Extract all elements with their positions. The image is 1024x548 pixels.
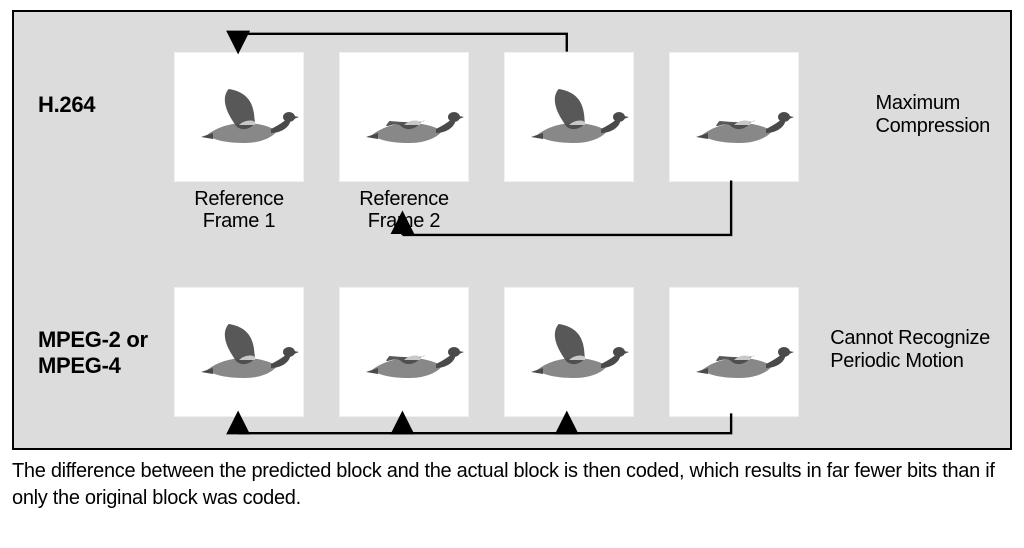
frame-col — [669, 287, 799, 417]
row-right-label-h264: MaximumCompression — [875, 92, 990, 138]
ref-frame-1 — [174, 52, 304, 182]
frame — [504, 52, 634, 182]
frame-col — [504, 52, 634, 232]
caption-below: The difference between the predicted blo… — [12, 458, 1012, 512]
frame-col — [339, 287, 469, 417]
frame — [669, 287, 799, 417]
frame — [504, 287, 634, 417]
frames-h264: ReferenceFrame 1 ReferenceFrame 2 — [174, 52, 799, 232]
ref-frame-2 — [339, 52, 469, 182]
frame-col — [174, 287, 304, 417]
row-h264: H.264 ReferenceFrame 1 ReferenceFrame 2 — [14, 52, 1010, 232]
frame — [174, 287, 304, 417]
frame-col — [669, 52, 799, 232]
frame-col: ReferenceFrame 2 — [339, 52, 469, 232]
diagram-box: H.264 ReferenceFrame 1 ReferenceFrame 2 … — [12, 10, 1012, 450]
row-label-h264: H.264 — [14, 52, 174, 118]
frame-col — [504, 287, 634, 417]
frame — [669, 52, 799, 182]
row-right-label-mpeg: Cannot RecognizePeriodic Motion — [830, 327, 990, 373]
frame-caption: ReferenceFrame 2 — [359, 188, 449, 232]
frame-caption: ReferenceFrame 1 — [194, 188, 284, 232]
frames-mpeg — [174, 287, 799, 417]
frame-col: ReferenceFrame 1 — [174, 52, 304, 232]
row-label-mpeg: MPEG-2 orMPEG-4 — [14, 287, 174, 379]
frame — [339, 287, 469, 417]
